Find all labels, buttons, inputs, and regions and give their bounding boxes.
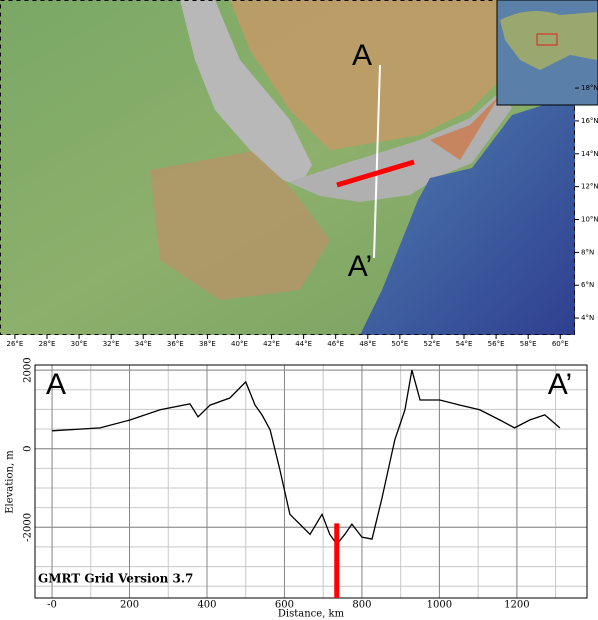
lon-tick-label: 56°E [488,340,505,348]
lat-tick-label: 8°N [581,248,594,256]
arabian-highlands [230,0,500,150]
x-tick-label: 400 [197,600,216,611]
lon-tick-label: 30°E [71,340,88,348]
annotation: GMRT Grid Version 3.7 [38,572,193,586]
map-ticks: 26°E 28°E 30°E 32°E 34°E 36°E 38°E 40°E 42°E 44°E… [6,84,598,348]
inset-box [536,33,558,46]
lon-tick-label: 50°E [391,340,408,348]
gulf-of-aden [288,92,512,202]
ethiopian-highlands [150,150,330,300]
lon-tick-label: 58°E [520,340,537,348]
lat-tick-label: 6°N [581,281,594,289]
x-tick-label: 800 [352,600,371,611]
red-sea [180,0,312,186]
x-tick-label: 1200 [504,600,529,611]
y-axis-label: Elevation, m [5,450,16,514]
x-tick-label: 200 [120,600,139,611]
map: A A’ [0,0,598,335]
profile: -0 200 400 600 800 1000 1200 -2000 0 2000 A A’ GM… [5,357,588,620]
y-tick-label: 2000 [23,357,34,382]
lon-tick-label: 28°E [39,340,56,348]
plot-frame [34,364,588,599]
map-label: A [352,39,372,72]
lon-tick-label: 36°E [167,340,184,348]
lon-tick-label: 38°E [199,340,216,348]
profile-label: A’ [548,368,572,401]
lat-tick-label: 10°N [581,215,598,223]
y-tick-label: 0 [23,446,34,452]
x-tick-label: -0 [47,600,57,611]
profile-label: A [46,368,66,401]
lon-tick-label: 34°E [135,340,152,348]
lon-tick-label: 42°E [263,340,280,348]
x-tick-label: 600 [275,600,294,611]
map-label: A’ [348,250,372,283]
ridge [430,95,500,160]
x-tick-label: 1000 [427,600,452,611]
y-tick-label: -2000 [23,513,34,542]
lon-tick-label: 32°E [103,340,120,348]
lat-tick-label: 4°N [581,314,594,322]
inset-land [500,11,597,70]
lon-tick-label: 52°E [424,340,441,348]
lon-tick-label: 48°E [359,340,376,348]
ridge-line [336,159,415,188]
lat-tick-label: 16°N [581,117,598,125]
lon-tick-label: 44°E [295,340,312,348]
grid: -0 200 400 600 800 1000 1200 -2000 0 2000 [23,357,587,611]
lon-tick-label: 46°E [327,340,344,348]
lat-tick-label: 12°N [581,183,598,191]
lat-tick-label: 14°N [581,150,598,158]
x-axis-label: Distance, km [278,609,345,620]
indian-ocean [360,95,575,335]
lon-tick-label: 60°E [552,340,569,348]
lon-tick-label: 40°E [231,340,248,348]
section-line [373,64,381,259]
profile-line [52,369,561,546]
lon-tick-label: 26°E [6,340,23,348]
map-frame [0,0,575,335]
lon-tick-label: 54°E [456,340,473,348]
lat-tick-label: 18°N [581,84,598,92]
